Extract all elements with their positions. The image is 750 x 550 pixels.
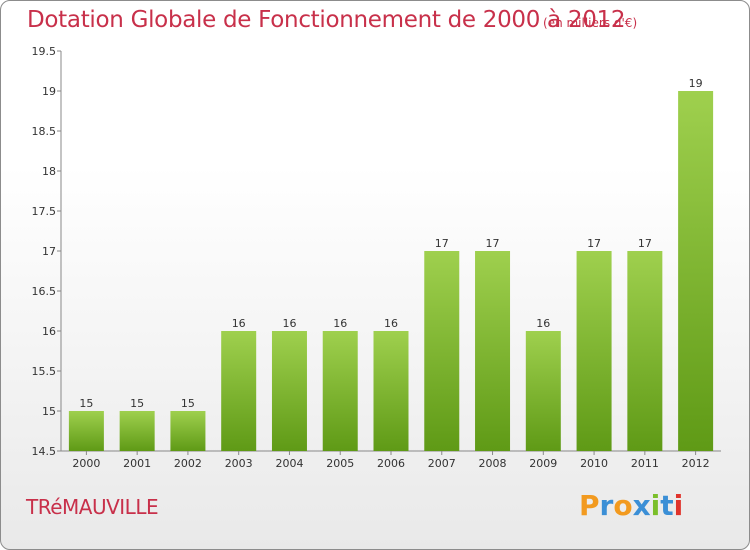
data-label: 15 (79, 397, 93, 410)
x-tick-label: 2003 (225, 457, 253, 470)
bar (475, 251, 511, 451)
axes: 14.5 15 15.5 16 16.5 17 17.5 18 18.5 19 19.5 (32, 45, 721, 458)
bar (424, 251, 460, 451)
bar (576, 251, 612, 451)
logo-letter: i (673, 489, 684, 522)
data-label: 17 (435, 237, 449, 250)
y-tick-label: 15.5 (32, 365, 57, 378)
x-tick-label: 2007 (428, 457, 456, 470)
logo-letter: i (650, 489, 661, 522)
y-tick-label: 18.5 (32, 125, 57, 138)
bar (322, 331, 358, 451)
logo-letter: o (613, 489, 633, 522)
data-label: 16 (333, 317, 347, 330)
bar (271, 331, 307, 451)
y-tick-label: 16.5 (32, 285, 57, 298)
data-label: 16 (536, 317, 550, 330)
bar (627, 251, 663, 451)
data-label: 17 (587, 237, 601, 250)
x-tick-label: 2008 (479, 457, 507, 470)
data-label: 17 (486, 237, 500, 250)
x-tick-label: 2011 (631, 457, 659, 470)
y-tick-label: 19 (42, 85, 56, 98)
bar (525, 331, 561, 451)
x-tick-label: 2002 (174, 457, 202, 470)
x-tick-label: 2012 (682, 457, 710, 470)
y-tick-label: 15 (42, 405, 56, 418)
chart-subtitle: (en milliers d'€) (543, 16, 638, 30)
chart-title: Dotation Globale de Fonctionnement de 20… (27, 7, 626, 33)
data-label: 15 (181, 397, 195, 410)
commune-name: TRéMAUVILLE (26, 495, 159, 519)
logo-letter: r (599, 489, 614, 522)
bar (373, 331, 409, 451)
x-tick-label: 2009 (529, 457, 557, 470)
logo-letter: x (632, 489, 651, 522)
proxiti-logo: Proxiti (579, 489, 683, 522)
y-tick-label: 14.5 (32, 445, 57, 458)
logo-letter: P (579, 489, 600, 522)
bar (170, 411, 206, 451)
y-tick-label: 19.5 (32, 45, 57, 58)
data-label: 16 (384, 317, 398, 330)
data-label: 16 (282, 317, 296, 330)
bar (119, 411, 155, 451)
x-tick-label: 2000 (72, 457, 100, 470)
logo-letter: t (660, 489, 674, 522)
labels: 2000 15 2001 15 2002 15 2003 16 2004 16 2005 16 2006… (72, 77, 709, 470)
x-tick-label: 2006 (377, 457, 405, 470)
bar (68, 411, 104, 451)
y-tick-label: 17.5 (32, 205, 57, 218)
x-tick-label: 2001 (123, 457, 151, 470)
data-label: 16 (232, 317, 246, 330)
y-tick-label: 17 (42, 245, 56, 258)
data-label: 19 (689, 77, 703, 90)
bar (221, 331, 257, 451)
y-tick-label: 16 (42, 325, 56, 338)
x-tick-label: 2010 (580, 457, 608, 470)
bars (68, 91, 714, 451)
data-label: 15 (130, 397, 144, 410)
data-label: 17 (638, 237, 652, 250)
y-tick-label: 18 (42, 165, 56, 178)
x-tick-label: 2005 (326, 457, 354, 470)
x-tick-label: 2004 (275, 457, 303, 470)
bar (678, 91, 714, 451)
